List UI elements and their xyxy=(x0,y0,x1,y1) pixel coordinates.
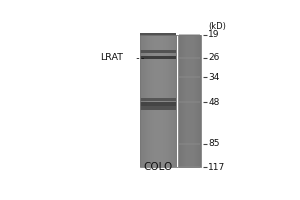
Bar xyxy=(193,35,194,167)
Bar xyxy=(140,35,177,167)
Bar xyxy=(157,35,158,167)
Bar xyxy=(179,143,200,145)
Text: (kD): (kD) xyxy=(208,22,226,31)
Bar xyxy=(184,35,185,167)
Bar xyxy=(171,35,172,167)
Bar xyxy=(146,35,147,167)
Bar xyxy=(188,35,189,167)
Bar xyxy=(179,57,200,59)
Bar xyxy=(164,35,165,167)
Bar xyxy=(140,35,201,167)
Text: COLO: COLO xyxy=(144,162,173,172)
Bar xyxy=(185,35,186,167)
Bar xyxy=(179,76,200,78)
Bar xyxy=(155,35,156,167)
Bar xyxy=(170,35,171,167)
Bar xyxy=(152,35,153,167)
Text: 117: 117 xyxy=(208,163,226,172)
Bar xyxy=(158,35,159,167)
Bar xyxy=(154,35,155,167)
Bar xyxy=(181,35,182,167)
Bar xyxy=(173,35,174,167)
Bar xyxy=(187,35,188,167)
Bar xyxy=(145,35,146,167)
Bar xyxy=(143,35,144,167)
Bar xyxy=(161,35,162,167)
Bar xyxy=(144,35,145,167)
Bar xyxy=(176,35,177,167)
Text: 34: 34 xyxy=(208,73,220,82)
Bar xyxy=(195,35,196,167)
Bar xyxy=(178,35,201,167)
Bar xyxy=(198,35,199,167)
Bar xyxy=(149,35,150,167)
Bar xyxy=(162,35,163,167)
Bar xyxy=(186,35,187,167)
Bar xyxy=(147,35,148,167)
Bar xyxy=(182,35,183,167)
Bar xyxy=(180,35,181,167)
Bar xyxy=(153,35,154,167)
Bar xyxy=(172,35,173,167)
Bar xyxy=(148,35,149,167)
Bar xyxy=(179,101,200,103)
Text: 85: 85 xyxy=(208,139,220,148)
Bar xyxy=(140,102,176,106)
Bar xyxy=(174,35,175,167)
Bar xyxy=(196,35,197,167)
Bar xyxy=(190,35,191,167)
Bar xyxy=(189,35,190,167)
Bar xyxy=(163,35,164,167)
Bar xyxy=(194,35,195,167)
Bar xyxy=(183,35,184,167)
Bar xyxy=(140,33,176,36)
Bar xyxy=(179,34,200,36)
Bar xyxy=(169,35,170,167)
Text: 26: 26 xyxy=(208,53,220,62)
Bar xyxy=(191,35,192,167)
Bar xyxy=(156,35,157,167)
Bar xyxy=(179,166,200,168)
Bar xyxy=(197,35,198,167)
Bar xyxy=(140,35,141,167)
Bar xyxy=(200,35,201,167)
Bar xyxy=(165,35,166,167)
Text: 48: 48 xyxy=(208,98,220,107)
Text: --: -- xyxy=(134,53,146,63)
Bar xyxy=(141,35,142,167)
Bar xyxy=(150,35,151,167)
Bar xyxy=(140,50,176,53)
Bar xyxy=(140,56,176,59)
Bar xyxy=(160,35,161,167)
Bar xyxy=(167,35,168,167)
Bar xyxy=(151,35,152,167)
Bar xyxy=(199,35,200,167)
Bar xyxy=(175,35,176,167)
Bar xyxy=(140,98,176,101)
Bar xyxy=(142,35,143,167)
Text: 19: 19 xyxy=(208,30,220,39)
Bar xyxy=(179,35,180,167)
Bar xyxy=(159,35,160,167)
Bar xyxy=(140,106,176,110)
Bar xyxy=(178,35,179,167)
Text: LRAT: LRAT xyxy=(100,53,123,62)
Bar xyxy=(192,35,193,167)
Bar xyxy=(168,35,169,167)
